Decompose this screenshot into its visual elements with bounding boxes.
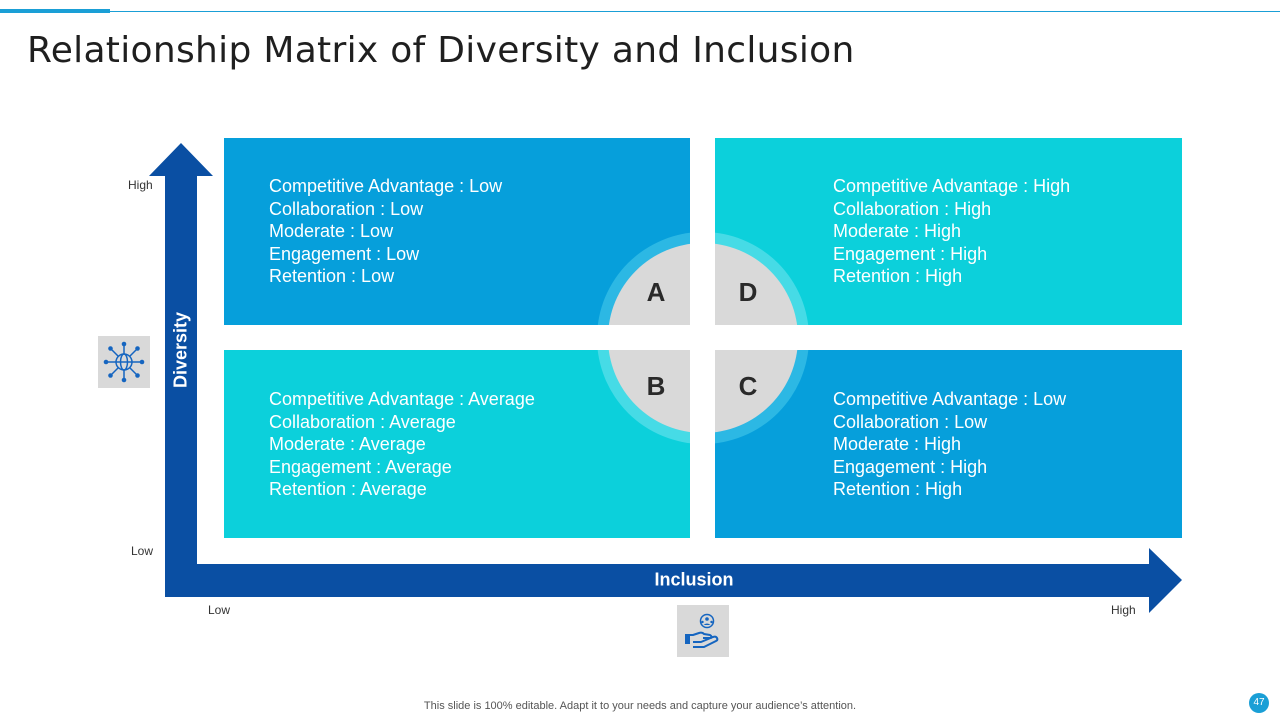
quadrant-b-letter: B — [646, 371, 666, 401]
quadrant-a-line: Competitive Advantage : Low — [269, 176, 503, 196]
x-axis-high-label: High — [1111, 603, 1136, 617]
x-axis-title: Inclusion — [654, 569, 734, 590]
quadrant-b: Competitive Advantage : Average Collabor… — [224, 350, 690, 538]
quadrant-a-letter: A — [646, 277, 666, 307]
quadrant-c-letter: C — [738, 371, 758, 401]
hand-people-icon — [677, 605, 729, 657]
quadrant-d-line: Competitive Advantage : High — [833, 176, 1071, 196]
y-axis-arrow — [149, 143, 213, 564]
quadrant-b-line: Competitive Advantage : Average — [269, 389, 535, 409]
page-number-badge: 47 — [1249, 693, 1269, 713]
quadrant-a-line: Moderate : Low — [269, 221, 394, 241]
quadrant-a-line: Collaboration : Low — [269, 198, 424, 219]
x-axis-low-label: Low — [208, 603, 231, 617]
header-rule — [0, 11, 1280, 12]
quadrant-b-line: Moderate : Average — [269, 434, 426, 454]
quadrant-b-line: Retention : Average — [269, 479, 427, 499]
quadrant-d-line: Collaboration : High — [833, 198, 992, 219]
quadrant-c-line: Competitive Advantage : Low — [833, 389, 1067, 409]
quadrant-b-line: Engagement : Average — [269, 456, 452, 477]
quadrant-c-line: Moderate : High — [833, 434, 962, 454]
quadrant-d-line: Engagement : High — [833, 243, 988, 264]
page-title: Relationship Matrix of Diversity and Inc… — [27, 30, 855, 71]
globe-network-icon — [98, 336, 150, 388]
quadrant-a-line: Engagement : Low — [269, 243, 420, 264]
center-circle — [597, 232, 809, 444]
y-axis-high-label: High — [128, 178, 153, 192]
quadrant-b-line: Collaboration : Average — [269, 411, 456, 432]
quadrant-d-line: Moderate : High — [833, 221, 962, 241]
quadrant-d-letter: D — [738, 277, 758, 307]
quadrant-a-line: Retention : Low — [269, 266, 395, 286]
y-axis-low-label: Low — [131, 544, 154, 558]
quadrant-c-line: Retention : High — [833, 479, 963, 499]
quadrant-c-line: Engagement : High — [833, 456, 988, 477]
footer-note: This slide is 100% editable. Adapt it to… — [423, 700, 857, 712]
quadrant-c-line: Collaboration : Low — [833, 411, 988, 432]
quadrant-d: Competitive Advantage : High Collaborati… — [715, 138, 1182, 325]
y-axis-title: Diversity — [170, 311, 191, 389]
x-axis-arrow — [165, 548, 1182, 613]
quadrant-d-line: Retention : High — [833, 266, 963, 286]
